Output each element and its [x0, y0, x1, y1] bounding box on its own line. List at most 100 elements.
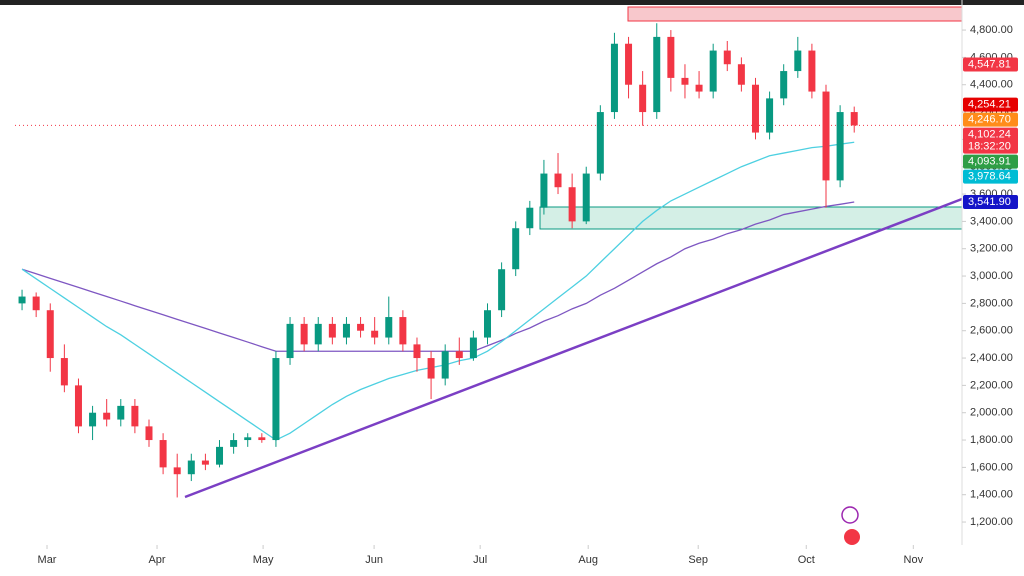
candle-body [131, 405, 139, 427]
candle-body [441, 351, 449, 379]
event-icon[interactable] [841, 506, 859, 524]
y-tick-label: 1,600.00 [970, 461, 1013, 473]
x-tick-label: Jul [473, 554, 487, 566]
moving-average [21, 141, 855, 441]
y-tick-label: 3,400.00 [970, 215, 1013, 227]
y-tick-label: 1,800.00 [970, 434, 1013, 446]
candle-body [526, 207, 534, 229]
candle-body [74, 385, 82, 427]
price-label-bg [963, 154, 1018, 169]
candle-body [653, 36, 661, 113]
price-label: 3,978.64 [968, 171, 1011, 183]
candle-body [18, 296, 26, 304]
candle-body [568, 187, 576, 222]
candle-body [89, 412, 97, 427]
candle-body [582, 173, 590, 222]
candle-body [850, 112, 858, 126]
x-tick-label: Oct [798, 554, 815, 566]
candle-body [794, 50, 802, 72]
candle-body [639, 84, 647, 113]
candle-body [117, 405, 125, 420]
candle-body [469, 337, 477, 359]
candle-body [822, 91, 830, 181]
y-tick-label: 2,600.00 [970, 325, 1013, 337]
candle-body [667, 36, 675, 78]
candle-body [540, 173, 548, 208]
y-tick-label: 1,400.00 [970, 489, 1013, 501]
y-tick-label: 3,200.00 [970, 243, 1013, 255]
resistance-zone [627, 6, 963, 22]
y-tick-label: 2,000.00 [970, 407, 1013, 419]
candle-body [357, 323, 365, 331]
y-tick-label: 2,400.00 [970, 352, 1013, 364]
y-tick-label: 3,000.00 [970, 270, 1013, 282]
candle-body [484, 310, 491, 338]
y-tick-label: 2,200.00 [970, 379, 1013, 391]
candle-body [244, 437, 252, 441]
x-tick-label: Nov [904, 554, 924, 566]
x-tick-label: Mar [38, 554, 57, 566]
x-tick-label: May [253, 554, 274, 566]
candle-body [46, 310, 54, 359]
y-tick-label: 4,800.00 [970, 24, 1013, 36]
candle-body [512, 228, 520, 270]
candle-body [681, 77, 689, 85]
candle-body [201, 460, 209, 465]
candle-body [230, 440, 238, 447]
price-label-bg [963, 97, 1018, 112]
candle-body [427, 358, 435, 379]
candle-body [780, 71, 788, 99]
candle-body [709, 50, 717, 92]
candle-body [342, 323, 350, 338]
candle-body [328, 323, 336, 338]
price-label-bg [963, 57, 1018, 72]
candle-body [60, 358, 68, 386]
candle-body [737, 64, 745, 85]
candle-body [314, 323, 322, 345]
candle-body [808, 50, 816, 92]
candle-body [300, 323, 308, 345]
candle-body [385, 317, 393, 338]
y-tick-label: 4,400.00 [970, 79, 1013, 91]
price-label: 4,547.81 [968, 58, 1011, 70]
candle-body [258, 437, 266, 441]
top-bar [0, 0, 1024, 5]
candle-body [723, 50, 731, 65]
price-label: 4,102.24 [968, 129, 1011, 141]
price-label: 4,246.70 [968, 114, 1011, 126]
candle-body [145, 426, 153, 441]
candle-body [751, 84, 759, 133]
candle-body [371, 330, 379, 338]
x-tick-label: Apr [148, 554, 165, 566]
candle-body [173, 467, 181, 475]
countdown: 18:32:20 [968, 141, 1011, 153]
candle-body [399, 317, 407, 345]
moving-average [21, 201, 855, 352]
candle-body [766, 98, 774, 133]
candle-body [554, 173, 562, 188]
price-label: 4,093.91 [968, 156, 1011, 168]
candle-body [32, 296, 40, 311]
price-label: 3,541.90 [968, 196, 1011, 208]
price-label-bg [963, 127, 1018, 154]
candle-body [455, 351, 463, 359]
candle-body [216, 446, 224, 465]
candle-body [413, 344, 421, 359]
price-label-bg [963, 169, 1018, 184]
trend-line [184, 197, 963, 499]
candle-body [498, 269, 506, 311]
price-label-bg [963, 112, 1018, 127]
candle-body [159, 440, 167, 468]
candle-body [272, 358, 280, 441]
y-tick-label: 2,800.00 [970, 297, 1013, 309]
x-tick-label: Aug [578, 554, 598, 566]
candle-body [596, 112, 604, 174]
price-label-bg [963, 194, 1018, 209]
x-tick-label: Jun [365, 554, 383, 566]
y-tick-label: 1,200.00 [970, 516, 1013, 528]
x-tick-label: Sep [688, 554, 708, 566]
candle-body [610, 43, 618, 113]
candle-body [286, 323, 294, 359]
event-icon[interactable] [844, 529, 860, 545]
